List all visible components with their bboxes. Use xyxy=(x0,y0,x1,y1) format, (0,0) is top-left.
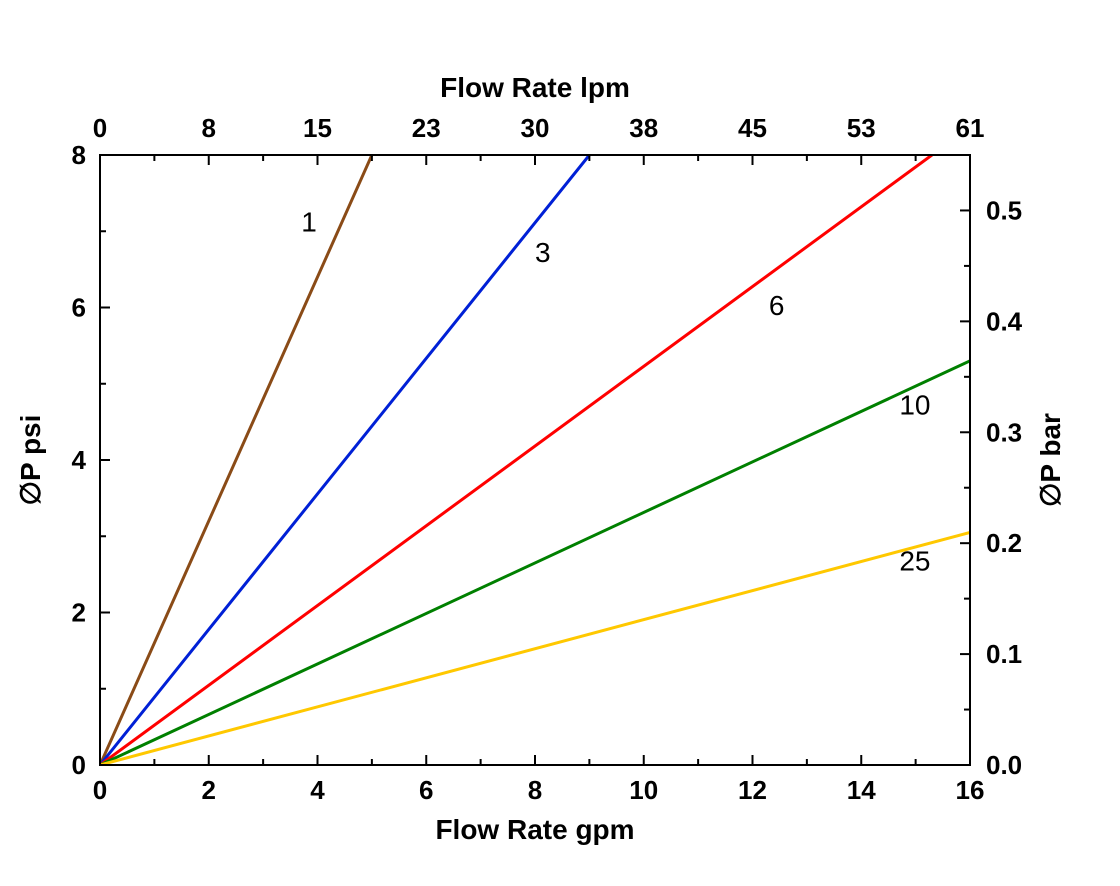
x-top-title: Flow Rate lpm xyxy=(440,72,630,103)
x-top-tick-label: 61 xyxy=(956,113,985,143)
y-right-tick-label: 0.3 xyxy=(986,417,1022,447)
x-bottom-tick-label: 6 xyxy=(419,775,433,805)
y-left-tick-label: 4 xyxy=(72,445,87,475)
x-top-tick-label: 30 xyxy=(521,113,550,143)
series-line-1 xyxy=(100,155,372,765)
x-bottom-tick-label: 2 xyxy=(202,775,216,805)
series-label-25: 25 xyxy=(899,546,930,577)
y-left-title: ∅P psi xyxy=(15,415,46,506)
chart-svg: 0246810121416Flow Rate gpm08152330384553… xyxy=(0,0,1120,886)
x-bottom-tick-label: 16 xyxy=(956,775,985,805)
series-label-1: 1 xyxy=(301,206,317,237)
x-top-tick-label: 38 xyxy=(629,113,658,143)
x-top-tick-label: 8 xyxy=(202,113,216,143)
y-right-tick-label: 0.2 xyxy=(986,528,1022,558)
y-left-tick-label: 8 xyxy=(72,140,86,170)
x-bottom-tick-label: 4 xyxy=(310,775,325,805)
y-right-tick-label: 0.1 xyxy=(986,639,1022,669)
x-top-tick-label: 53 xyxy=(847,113,876,143)
x-top-tick-label: 23 xyxy=(412,113,441,143)
x-bottom-title: Flow Rate gpm xyxy=(435,814,634,845)
series-line-25 xyxy=(100,532,970,765)
x-bottom-tick-label: 0 xyxy=(93,775,107,805)
x-bottom-tick-label: 14 xyxy=(847,775,876,805)
pressure-flow-chart: 0246810121416Flow Rate gpm08152330384553… xyxy=(0,0,1120,886)
series-label-6: 6 xyxy=(769,290,785,321)
x-bottom-tick-label: 8 xyxy=(528,775,542,805)
x-bottom-tick-label: 10 xyxy=(629,775,658,805)
series-label-3: 3 xyxy=(535,237,551,268)
x-top-tick-label: 15 xyxy=(303,113,332,143)
series-label-10: 10 xyxy=(899,389,930,420)
y-left-tick-label: 0 xyxy=(72,750,86,780)
y-right-tick-label: 0.4 xyxy=(986,306,1023,336)
y-left-tick-label: 2 xyxy=(72,598,86,628)
y-right-tick-label: 0.0 xyxy=(986,750,1022,780)
x-top-tick-label: 45 xyxy=(738,113,767,143)
x-bottom-tick-label: 12 xyxy=(738,775,767,805)
y-right-tick-label: 0.5 xyxy=(986,195,1022,225)
y-right-title: ∅P bar xyxy=(1035,413,1066,507)
x-top-tick-label: 0 xyxy=(93,113,107,143)
series-line-10 xyxy=(100,361,970,765)
y-left-tick-label: 6 xyxy=(72,293,86,323)
